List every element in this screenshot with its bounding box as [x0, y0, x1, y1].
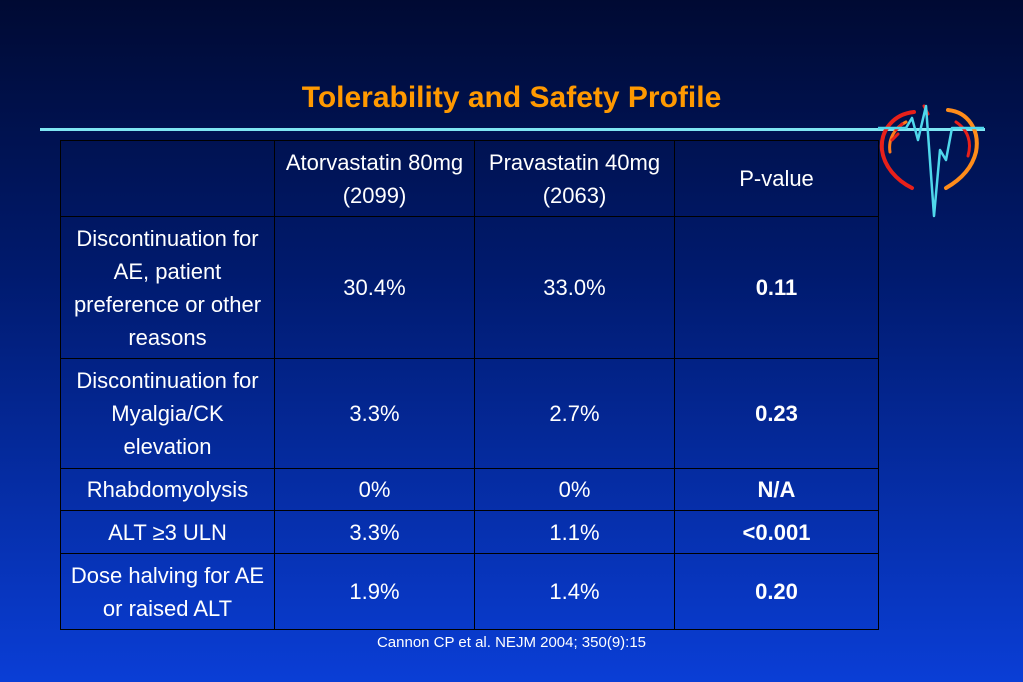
header-cell-pravastatin: Pravastatin 40mg (2063): [474, 140, 675, 217]
pravastatin-value: 33.0%: [474, 216, 675, 359]
table-row: Dose halving for AE or raised ALT 1.9% 1…: [60, 553, 879, 630]
title-divider: [40, 128, 985, 131]
header-cell-empty: [60, 140, 275, 217]
row-label: Dose halving for AE or raised ALT: [60, 553, 275, 630]
p-value: 0.20: [674, 553, 879, 630]
pravastatin-value: 1.1%: [474, 510, 675, 554]
atorvastatin-value: 30.4%: [274, 216, 475, 359]
slide-title: Tolerability and Safety Profile: [301, 81, 722, 114]
row-label: Discontinuation for AE, patient preferen…: [60, 216, 275, 359]
atorvastatin-value: 3.3%: [274, 358, 475, 469]
citation: Cannon CP et al. NEJM 2004; 350(9):15: [376, 634, 647, 651]
table-row: Discontinuation for AE, patient preferen…: [60, 216, 879, 359]
row-label: ALT ≥3 ULN: [60, 510, 275, 554]
header-cell-atorvastatin: Atorvastatin 80mg (2099): [274, 140, 475, 217]
header-cell-p-value: P-value: [674, 140, 879, 217]
row-label: Discontinuation for Myalgia/CK elevation: [60, 358, 275, 469]
p-value: <0.001: [674, 510, 879, 554]
atorvastatin-value: 1.9%: [274, 553, 475, 630]
p-value: 0.11: [674, 216, 879, 359]
p-value: 0.23: [674, 358, 879, 469]
p-value: N/A: [674, 468, 879, 511]
tolerability-table: Atorvastatin 80mg (2099) Pravastatin 40m…: [60, 140, 879, 630]
table-row: Discontinuation for Myalgia/CK elevation…: [60, 358, 879, 469]
atorvastatin-value: 0%: [274, 468, 475, 511]
pravastatin-value: 2.7%: [474, 358, 675, 469]
table-header-row: Atorvastatin 80mg (2099) Pravastatin 40m…: [60, 140, 879, 217]
pravastatin-value: 1.4%: [474, 553, 675, 630]
pravastatin-value: 0%: [474, 468, 675, 511]
heart-ecg-logo-icon: [878, 104, 984, 218]
table-row: Rhabdomyolysis 0% 0% N/A: [60, 468, 879, 511]
atorvastatin-value: 3.3%: [274, 510, 475, 554]
table-row-highlighted: ALT ≥3 ULN 3.3% 1.1% <0.001: [60, 510, 879, 554]
row-label: Rhabdomyolysis: [60, 468, 275, 511]
